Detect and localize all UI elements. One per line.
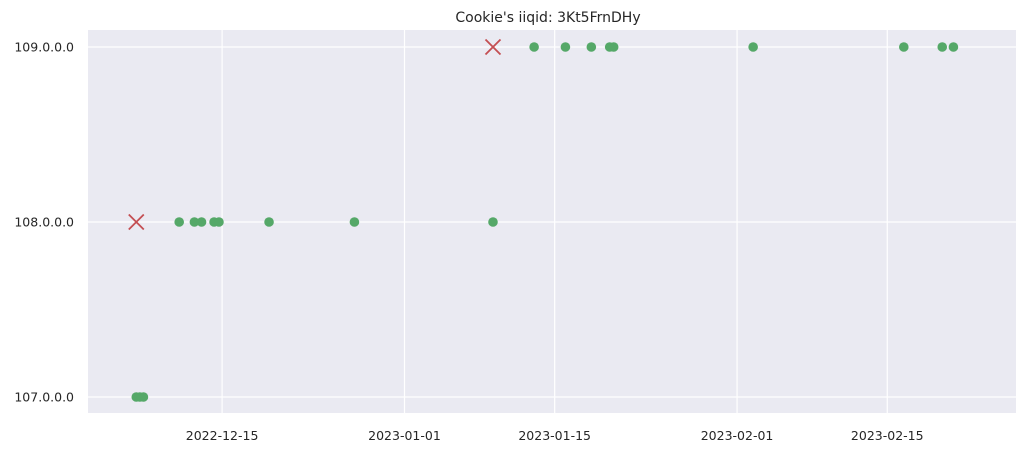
y-axis: 107.0.0.0 108.0.0.0 109.0.0.0 <box>14 40 74 405</box>
scatter-point <box>586 42 597 52</box>
scatter-point <box>560 42 571 52</box>
data-points <box>128 38 959 402</box>
scatter-point <box>214 217 224 227</box>
x-marker <box>484 38 502 56</box>
y-tick-label: 107.0.0.0 <box>14 390 74 405</box>
y-tick-label: 108.0.0.0 <box>14 215 74 230</box>
x-tick-label: 2023-01-15 <box>518 428 591 443</box>
scatter-point <box>138 392 149 402</box>
scatter-point <box>264 217 274 227</box>
scatter-point <box>937 42 948 52</box>
x-marker <box>128 213 145 231</box>
y-tick-label: 109.0.0.0 <box>14 40 74 55</box>
x-tick-label: 2023-01-01 <box>368 428 441 443</box>
scatter-point <box>189 217 200 227</box>
x-tick-label: 2023-02-01 <box>701 428 774 443</box>
scatter-point <box>948 42 959 52</box>
scatter-point <box>748 42 758 52</box>
scatter-point <box>174 217 184 227</box>
x-axis: 2022-12-15 2023-01-01 2023-01-15 2023-02-01… <box>186 428 924 443</box>
x-tick-label: 2022-12-15 <box>186 428 259 443</box>
chart-title: Cookie's iiqid: 3Kt5FrnDHy <box>455 10 640 26</box>
scatter-point <box>196 217 207 227</box>
scatter-point <box>349 217 360 227</box>
x-tick-label: 2023-02-15 <box>851 428 924 443</box>
x-marker-stroke <box>484 38 502 56</box>
scatter-point <box>488 217 498 227</box>
scatter-point <box>608 42 619 52</box>
scatter-point <box>898 42 909 52</box>
grid <box>88 30 1016 413</box>
x-marker-stroke <box>128 213 145 231</box>
scatter-point <box>529 42 539 52</box>
